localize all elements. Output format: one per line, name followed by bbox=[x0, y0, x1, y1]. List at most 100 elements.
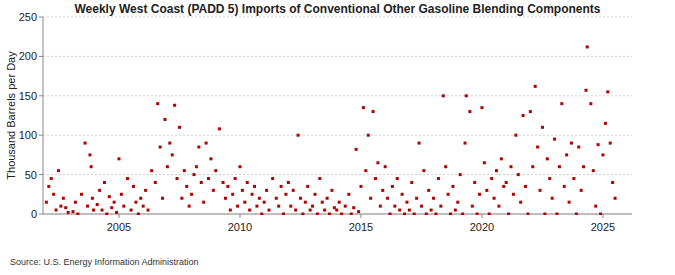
point bbox=[524, 185, 527, 188]
point bbox=[76, 213, 79, 216]
point bbox=[519, 201, 522, 204]
point bbox=[236, 205, 239, 208]
tick bbox=[39, 214, 43, 215]
tick bbox=[39, 174, 43, 175]
point bbox=[321, 201, 324, 204]
point bbox=[522, 114, 525, 117]
point bbox=[209, 157, 212, 160]
point bbox=[577, 146, 580, 149]
point bbox=[309, 209, 312, 212]
point bbox=[555, 213, 558, 216]
point bbox=[597, 143, 600, 146]
point bbox=[147, 209, 150, 212]
point bbox=[389, 213, 392, 216]
point bbox=[473, 181, 476, 184]
point bbox=[161, 197, 164, 200]
point bbox=[344, 205, 347, 208]
point bbox=[384, 165, 387, 168]
tick bbox=[39, 95, 43, 96]
point bbox=[592, 169, 595, 172]
point bbox=[280, 185, 283, 188]
point bbox=[101, 209, 104, 212]
point bbox=[137, 213, 140, 216]
tick-label: 2005 bbox=[107, 221, 131, 233]
point bbox=[246, 181, 249, 184]
point bbox=[560, 102, 563, 105]
point bbox=[306, 185, 309, 188]
point bbox=[483, 161, 486, 164]
point bbox=[222, 181, 225, 184]
point bbox=[150, 169, 153, 172]
point bbox=[311, 205, 314, 208]
point bbox=[105, 213, 108, 216]
point bbox=[299, 197, 302, 200]
point bbox=[47, 185, 50, 188]
point bbox=[379, 205, 382, 208]
point bbox=[599, 213, 602, 216]
points bbox=[45, 45, 617, 215]
tick bbox=[39, 135, 43, 136]
point bbox=[565, 153, 568, 156]
grid-line bbox=[43, 135, 632, 136]
point bbox=[130, 209, 133, 212]
point bbox=[231, 193, 234, 196]
point bbox=[408, 209, 411, 212]
tick-label: 2010 bbox=[228, 221, 252, 233]
point bbox=[173, 104, 176, 107]
point bbox=[391, 185, 394, 188]
point bbox=[294, 209, 297, 212]
grid-line bbox=[43, 17, 632, 18]
point bbox=[575, 213, 578, 216]
point bbox=[323, 209, 326, 212]
point bbox=[132, 185, 135, 188]
point bbox=[265, 189, 268, 192]
tick bbox=[602, 214, 603, 218]
point bbox=[410, 181, 413, 184]
point bbox=[434, 213, 437, 216]
point bbox=[282, 213, 285, 216]
point bbox=[226, 185, 229, 188]
point bbox=[156, 102, 159, 105]
tick bbox=[360, 214, 361, 218]
point bbox=[338, 201, 341, 204]
point bbox=[74, 201, 77, 204]
tick bbox=[118, 214, 119, 218]
tick bbox=[239, 214, 240, 218]
point bbox=[459, 173, 462, 176]
point bbox=[468, 110, 471, 113]
point bbox=[505, 181, 508, 184]
point bbox=[413, 213, 416, 216]
point bbox=[418, 142, 421, 145]
point bbox=[563, 185, 566, 188]
point bbox=[122, 205, 125, 208]
point bbox=[432, 197, 435, 200]
point bbox=[357, 210, 360, 213]
tick-label: 100 bbox=[19, 129, 37, 141]
point bbox=[154, 181, 157, 184]
tick bbox=[481, 214, 482, 218]
point bbox=[585, 89, 588, 92]
point bbox=[609, 142, 612, 145]
point bbox=[251, 193, 254, 196]
point bbox=[340, 213, 343, 216]
point bbox=[364, 169, 367, 172]
point bbox=[451, 185, 454, 188]
point bbox=[611, 181, 614, 184]
point bbox=[313, 193, 316, 196]
x-axis bbox=[43, 214, 632, 215]
point bbox=[464, 142, 467, 145]
point bbox=[471, 205, 474, 208]
point bbox=[67, 211, 70, 214]
point bbox=[604, 122, 607, 125]
point bbox=[568, 201, 571, 204]
point bbox=[461, 213, 464, 216]
tick-label: 2020 bbox=[470, 221, 494, 233]
point bbox=[126, 177, 129, 180]
point bbox=[328, 213, 331, 216]
point bbox=[202, 201, 205, 204]
chart: Weekly West Coast (PADD 5) Imports of Co… bbox=[0, 0, 675, 275]
point bbox=[218, 127, 221, 130]
point bbox=[495, 169, 498, 172]
grid-line bbox=[43, 214, 632, 215]
point bbox=[529, 110, 532, 113]
